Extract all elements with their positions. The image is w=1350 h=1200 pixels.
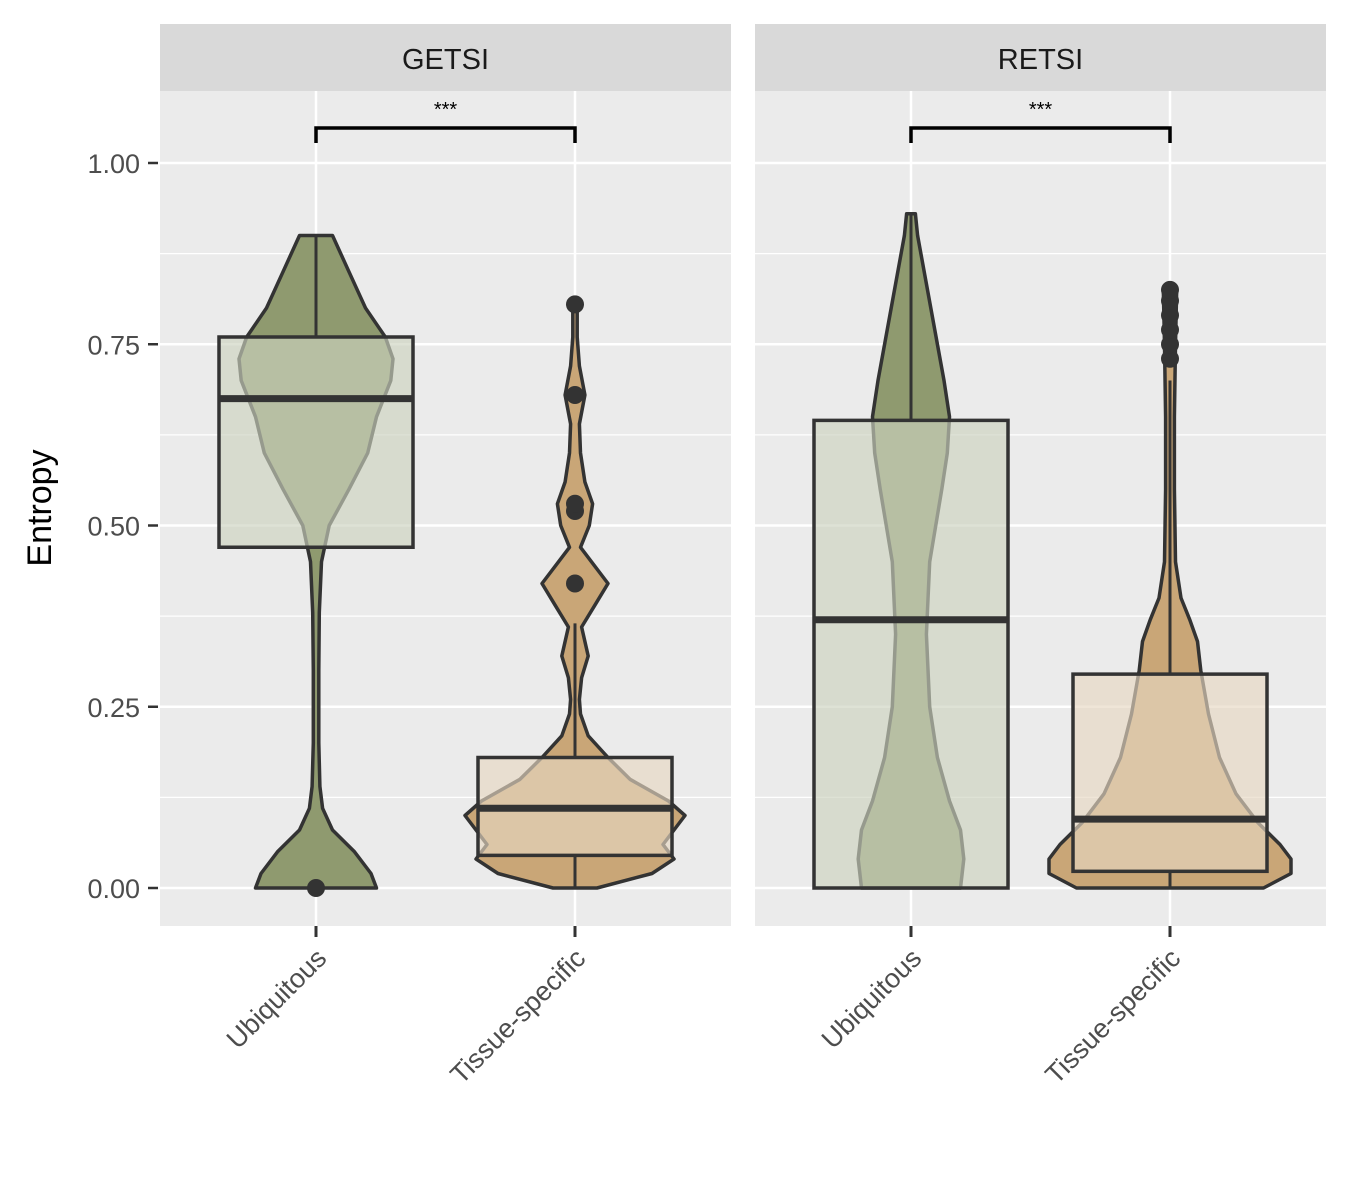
y-axis: 0.00 0.25 0.50 0.75 1.00 [87, 149, 158, 904]
x-tick-label: Ubiquitous [816, 943, 927, 1054]
y-axis-title: Entropy [21, 449, 59, 566]
outlier-point [566, 494, 584, 513]
y-tick-label: 1.00 [87, 149, 140, 179]
outlier-point [1161, 320, 1179, 339]
outlier-point [1161, 335, 1179, 354]
significance-bracket [909, 126, 1172, 143]
y-tick-label: 0.25 [87, 693, 140, 723]
group-ubiquitous: Ubiquitous [812, 212, 1010, 1054]
x-tick-label: Ubiquitous [221, 943, 332, 1054]
facet-strip-label: RETSI [998, 44, 1083, 76]
x-tick-label: Tissue-specific [1039, 943, 1186, 1090]
facet-strip [160, 24, 731, 91]
facet-strip [755, 24, 1326, 91]
outlier-point [307, 879, 325, 897]
facet-panel-getsi: GETSI Ubiquitous Tissue-specific *** [160, 24, 731, 1090]
significance-bracket [314, 126, 577, 143]
box-iqr [217, 335, 415, 549]
facet-panels: GETSI Ubiquitous Tissue-specific *** RETSI Ub… [160, 24, 1326, 1090]
outlier-point [1161, 280, 1179, 299]
significance-label: *** [434, 99, 458, 121]
box-iqr [1071, 672, 1269, 874]
facet-strip-label: GETSI [402, 44, 489, 76]
y-tick-label: 0.50 [87, 512, 140, 542]
outlier-point [1161, 306, 1179, 325]
box-iqr [812, 418, 1010, 890]
outlier-point [1161, 349, 1179, 368]
x-tick-label: Tissue-specific [444, 943, 591, 1090]
significance-label: *** [1029, 99, 1053, 121]
y-tick-label: 0.75 [87, 330, 140, 360]
outlier-point [566, 574, 584, 593]
facet-panel-retsi: RETSI Ubiquitous Tissue-specific *** [755, 24, 1326, 1090]
outlier-point [566, 295, 584, 314]
outlier-point [566, 386, 584, 404]
y-tick-label: 0.00 [87, 874, 140, 904]
